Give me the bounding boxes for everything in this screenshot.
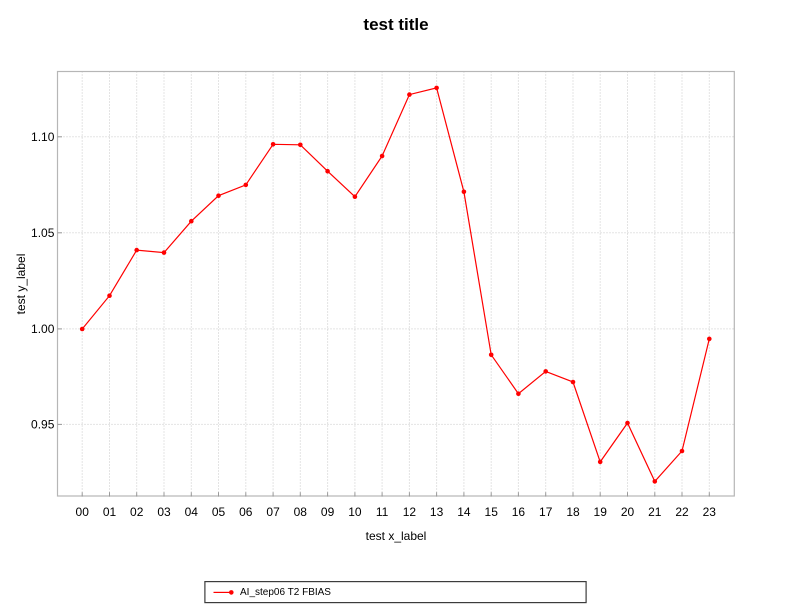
svg-text:08: 08 [294, 505, 308, 519]
svg-text:1.10: 1.10 [31, 130, 55, 144]
svg-text:10: 10 [348, 505, 362, 519]
svg-text:11: 11 [376, 505, 389, 519]
svg-text:03: 03 [157, 505, 171, 519]
svg-text:00: 00 [76, 505, 90, 519]
svg-text:04: 04 [185, 505, 199, 519]
svg-text:13: 13 [430, 505, 444, 519]
svg-text:1.00: 1.00 [31, 322, 55, 336]
svg-text:16: 16 [512, 505, 526, 519]
svg-text:test title: test title [363, 15, 428, 34]
svg-text:AI_step06 T2 FBIAS: AI_step06 T2 FBIAS [240, 587, 331, 598]
svg-text:05: 05 [212, 505, 226, 519]
svg-text:17: 17 [539, 505, 553, 519]
svg-text:1.05: 1.05 [31, 226, 55, 240]
svg-text:18: 18 [566, 505, 580, 519]
svg-text:12: 12 [403, 505, 417, 519]
svg-text:test x_label: test x_label [366, 529, 427, 543]
svg-text:21: 21 [648, 505, 662, 519]
svg-text:test y_label: test y_label [14, 254, 28, 315]
svg-text:02: 02 [130, 505, 144, 519]
svg-text:20: 20 [621, 505, 635, 519]
svg-text:14: 14 [457, 505, 471, 519]
svg-text:07: 07 [266, 505, 280, 519]
svg-text:19: 19 [594, 505, 608, 519]
svg-text:0.95: 0.95 [31, 418, 55, 432]
svg-text:01: 01 [103, 505, 117, 519]
svg-text:22: 22 [675, 505, 689, 519]
svg-text:06: 06 [239, 505, 253, 519]
svg-text:15: 15 [485, 505, 499, 519]
svg-text:09: 09 [321, 505, 335, 519]
svg-text:23: 23 [703, 505, 717, 519]
